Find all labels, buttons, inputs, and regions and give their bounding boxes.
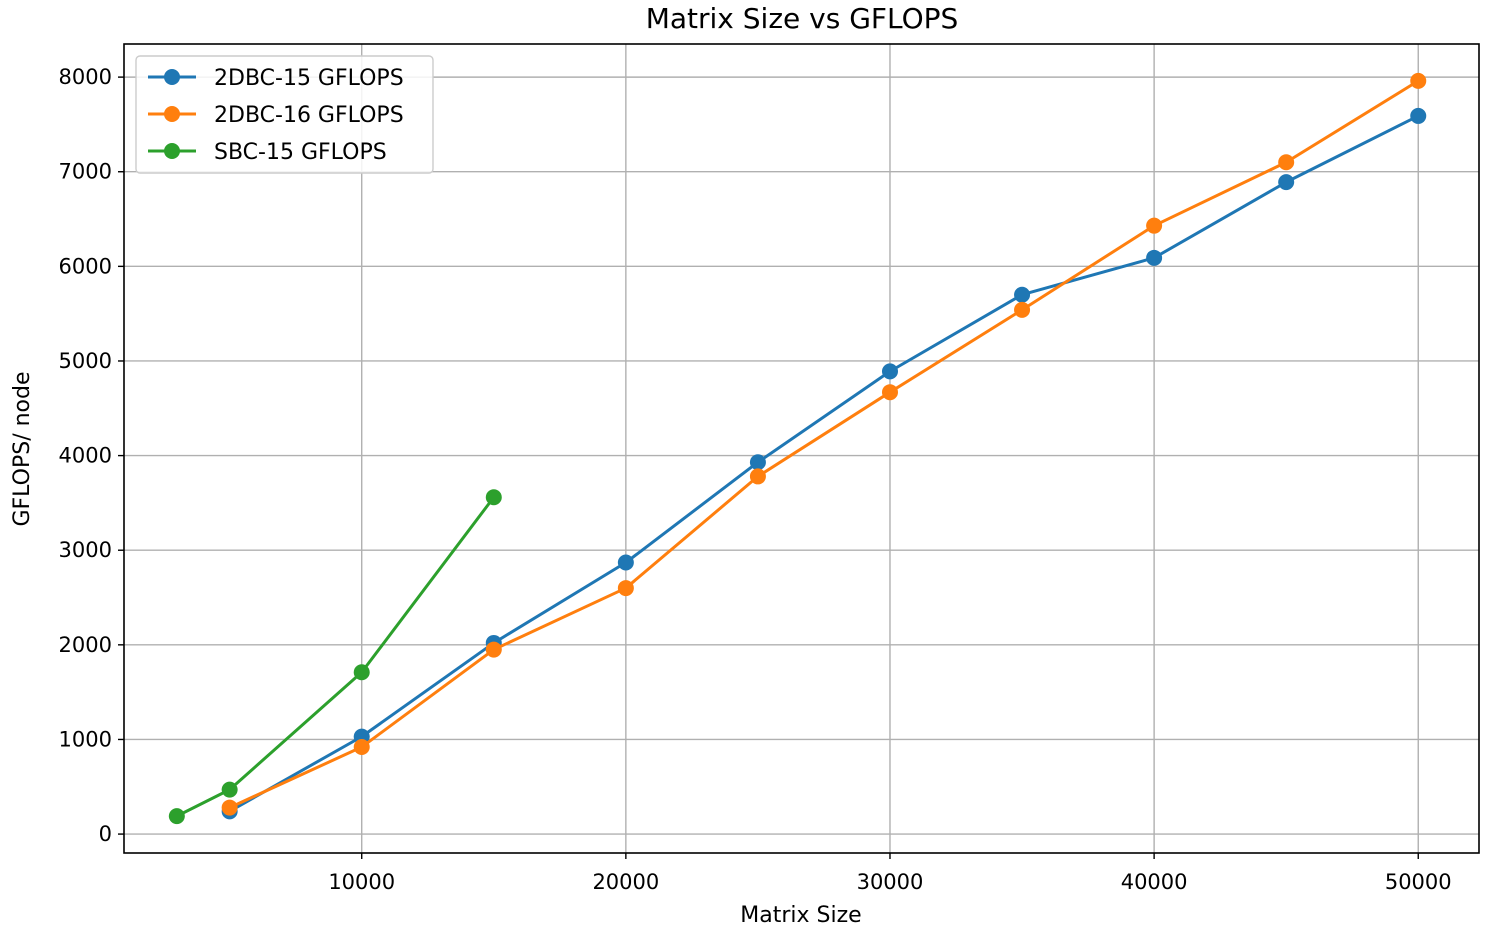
legend-marker (164, 106, 180, 122)
legend-entry: SBC-15 GFLOPS (148, 140, 387, 165)
legend: 2DBC-15 GFLOPS 2DBC-16 GFLOPS SBC-15 GFLOP… (135, 55, 434, 174)
data-point (485, 641, 502, 658)
data-point (1278, 154, 1295, 171)
legend-entries: 2DBC-15 GFLOPS 2DBC-16 GFLOPS SBC-15 GFLOP… (148, 66, 404, 165)
x-tick-label: 10000 (328, 870, 395, 894)
data-point (1410, 72, 1427, 89)
data-point (221, 781, 238, 798)
data-point (749, 468, 766, 485)
series-layer (168, 72, 1427, 825)
data-point (881, 384, 898, 401)
legend-label: 2DBC-15 GFLOPS (214, 66, 404, 91)
y-tick-label: 0 (99, 822, 112, 846)
data-point (1014, 301, 1031, 318)
legend-label: SBC-15 GFLOPS (214, 140, 387, 165)
data-point (1146, 217, 1163, 234)
legend-entry: 2DBC-15 GFLOPS (148, 66, 404, 91)
plot-frame (123, 43, 1480, 854)
y-tick-label: 1000 (59, 727, 112, 751)
legend-marker (164, 69, 180, 85)
legend-label: 2DBC-16 GFLOPS (214, 103, 404, 128)
data-point (353, 739, 370, 756)
y-tick-label: 7000 (59, 160, 112, 184)
data-point (617, 580, 634, 597)
data-point (1278, 174, 1295, 191)
data-point (617, 554, 634, 571)
x-tick-label: 30000 (857, 870, 924, 894)
x-tick-label: 20000 (592, 870, 659, 894)
y-tick-label: 3000 (59, 538, 112, 562)
data-point (1146, 249, 1163, 266)
data-point (1014, 286, 1031, 303)
chart-title: Matrix Size vs GFLOPS (646, 2, 959, 35)
legend-entry: 2DBC-16 GFLOPS (148, 103, 404, 128)
data-point (485, 489, 502, 506)
y-tick-label: 2000 (59, 633, 112, 657)
x-tick-label: 40000 (1121, 870, 1188, 894)
series-line (228, 114, 1419, 813)
data-point (749, 454, 766, 471)
data-point (221, 799, 238, 816)
series-2 (221, 72, 1427, 816)
legend-marker (164, 143, 180, 159)
y-tick-label: 4000 (59, 444, 112, 468)
series-line (229, 79, 1420, 809)
x-tick-label: 50000 (1385, 870, 1452, 894)
data-point (881, 363, 898, 380)
ticks: 10000 20000 30000 40000 50000 0 1000 2000 3000 40… (59, 65, 1452, 894)
data-point (168, 808, 185, 825)
series-1 (221, 107, 1427, 820)
legend-box (135, 55, 434, 174)
y-tick-label: 5000 (59, 349, 112, 373)
series-line (176, 496, 495, 818)
y-axis-label: GFLOPS/ node (10, 371, 35, 526)
grid (124, 44, 1479, 853)
data-point (353, 664, 370, 681)
y-tick-label: 8000 (59, 65, 112, 89)
x-axis-label: Matrix Size (740, 903, 861, 928)
data-point (1410, 107, 1427, 124)
y-tick-label: 6000 (59, 254, 112, 278)
series-3 (168, 489, 502, 825)
